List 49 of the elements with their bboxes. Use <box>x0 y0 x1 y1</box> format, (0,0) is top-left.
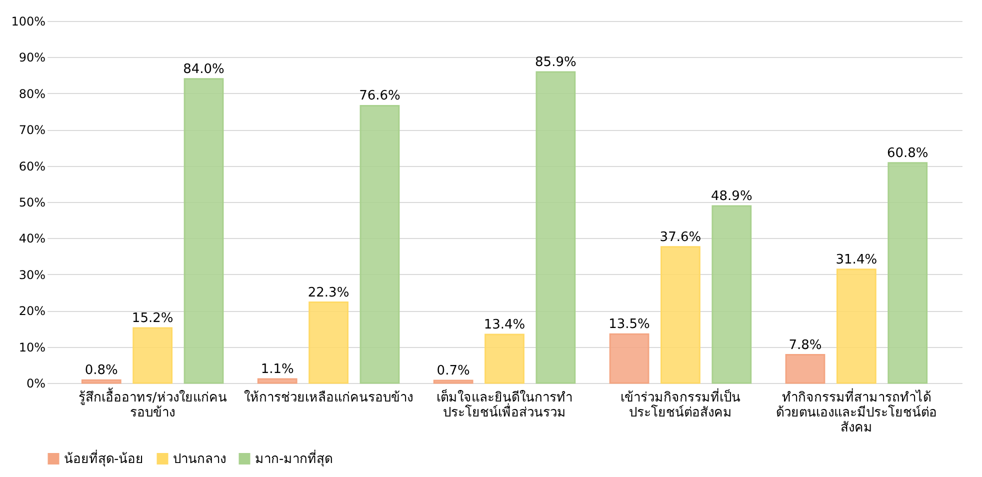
bar <box>660 246 700 384</box>
legend-label: น้อยที่สุด-น้อย <box>64 450 144 467</box>
data-label: 22.3% <box>308 285 350 300</box>
data-label: 13.5% <box>608 317 650 332</box>
bar <box>712 205 752 384</box>
y-tick-label: 20% <box>18 304 46 318</box>
data-label: 60.8% <box>886 146 928 161</box>
bar <box>308 302 348 384</box>
data-label: 85.9% <box>535 55 576 70</box>
bar <box>184 78 224 384</box>
y-tick-label: 10% <box>18 340 46 354</box>
bar <box>785 354 826 384</box>
y-tick-label: 100% <box>11 14 46 28</box>
y-tick-label: 60% <box>18 159 46 174</box>
legend-label: มาก-มากที่สุด <box>255 450 333 467</box>
bar <box>360 104 400 384</box>
data-label: 1.1% <box>260 362 294 378</box>
y-tick-label: 30% <box>18 268 46 282</box>
x-tick-label: ทำกิจกรรมที่สามารถทำได้ ด้วยตนเองและมีประโยชน์ต่อ สังคม <box>776 388 937 436</box>
bar <box>433 380 474 384</box>
data-label: 0.7% <box>436 363 470 378</box>
x-tick-label: รู้สึกเอื้ออาทร/ห่วงใยแก่คน รอบข้าง <box>78 388 227 420</box>
bar <box>81 379 122 384</box>
data-label: 0.8% <box>84 363 118 378</box>
bar <box>484 334 524 384</box>
x-tick-label: เข้าร่วมกิจกรรมที่เป็น ประโยชน์ต่อสังคม <box>620 388 740 420</box>
y-tick-label: 80% <box>18 86 46 101</box>
data-label: 13.4% <box>484 317 526 332</box>
data-label: 7.8% <box>788 338 822 353</box>
data-label: 76.6% <box>359 88 400 104</box>
bar <box>536 71 576 384</box>
data-label: 48.9% <box>710 188 752 204</box>
bar <box>836 268 876 384</box>
bar <box>257 378 298 384</box>
y-tick-label: 70% <box>18 123 46 138</box>
bar <box>132 327 173 384</box>
legend-label: ปานกลาง <box>173 452 226 467</box>
data-label: 37.6% <box>660 230 702 245</box>
x-tick-label: เต็มใจและยินดีในการทำ ประโยชน์เพื่อส่วนรวม <box>436 388 572 420</box>
y-tick-label: 0% <box>26 376 46 390</box>
bar <box>888 162 928 384</box>
data-label: 15.2% <box>132 310 174 326</box>
data-label: 31.4% <box>836 252 878 268</box>
y-tick-label: 90% <box>18 50 46 65</box>
y-tick-label: 40% <box>18 232 46 246</box>
data-label: 84.0% <box>183 62 224 77</box>
y-tick-label: 50% <box>18 196 46 210</box>
x-tick-label: ให้การช่วยเหลือแก่คนรอบข้าง <box>244 390 414 406</box>
bar <box>609 333 650 384</box>
